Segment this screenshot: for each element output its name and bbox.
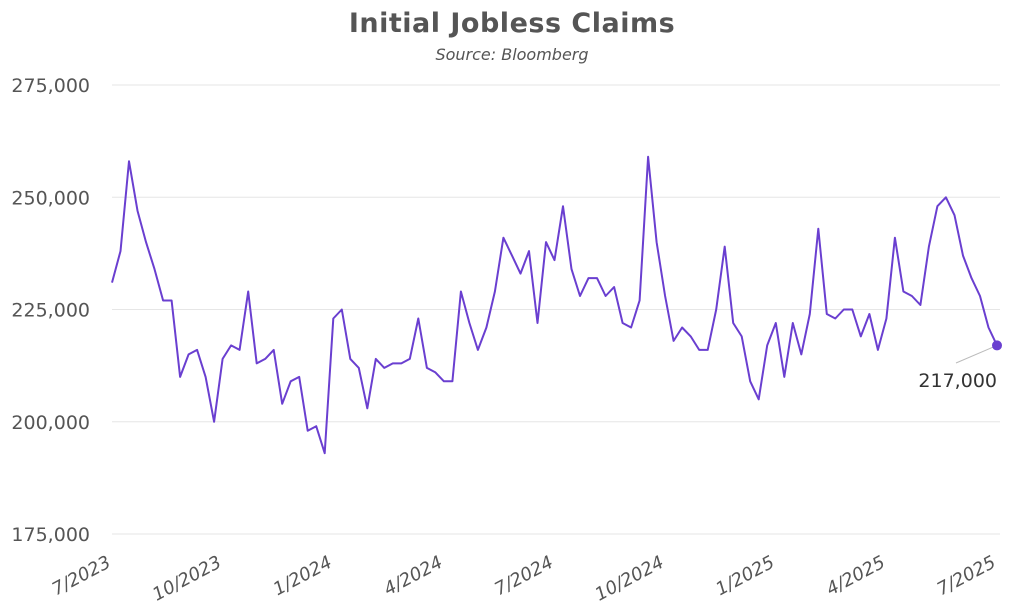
y-tick-label: 200,000: [11, 412, 90, 434]
x-tick-label: 7/2023: [49, 552, 115, 600]
x-tick-label: 1/2025: [712, 552, 778, 600]
callout-connector: [955, 344, 998, 364]
series-layer: [111, 155, 998, 455]
y-tick-label: 225,000: [11, 300, 90, 322]
x-tick-label: 10/2024: [592, 552, 668, 606]
x-tick-label: 10/2023: [149, 552, 225, 606]
last-value-label: 217,000: [918, 370, 997, 392]
y-tick-label: 175,000: [11, 524, 90, 546]
y-axis-ticks: 175,000 200,000 225,000 250,000 275,000: [11, 75, 90, 546]
x-tick-label: 7/2024: [491, 552, 557, 600]
x-tick-label: 7/2025: [934, 552, 1000, 600]
chart-title: Initial Jobless Claims: [348, 8, 676, 39]
series-line: [111, 155, 998, 455]
x-axis-ticks: 7/2023 10/2023 1/2024 4/2024 7/2024 10/2024 1/…: [49, 552, 1000, 606]
grid-layer: [112, 84, 1000, 535]
x-tick-label: 1/2024: [270, 552, 336, 600]
y-tick-label: 250,000: [11, 187, 90, 209]
last-point-marker: [992, 340, 1002, 351]
x-tick-label: 4/2025: [823, 552, 889, 600]
callout-layer: 217,000: [918, 340, 1002, 392]
y-tick-label: 275,000: [11, 75, 90, 97]
x-tick-label: 4/2024: [380, 552, 446, 600]
chart-subtitle: Source: Bloomberg: [435, 45, 589, 64]
